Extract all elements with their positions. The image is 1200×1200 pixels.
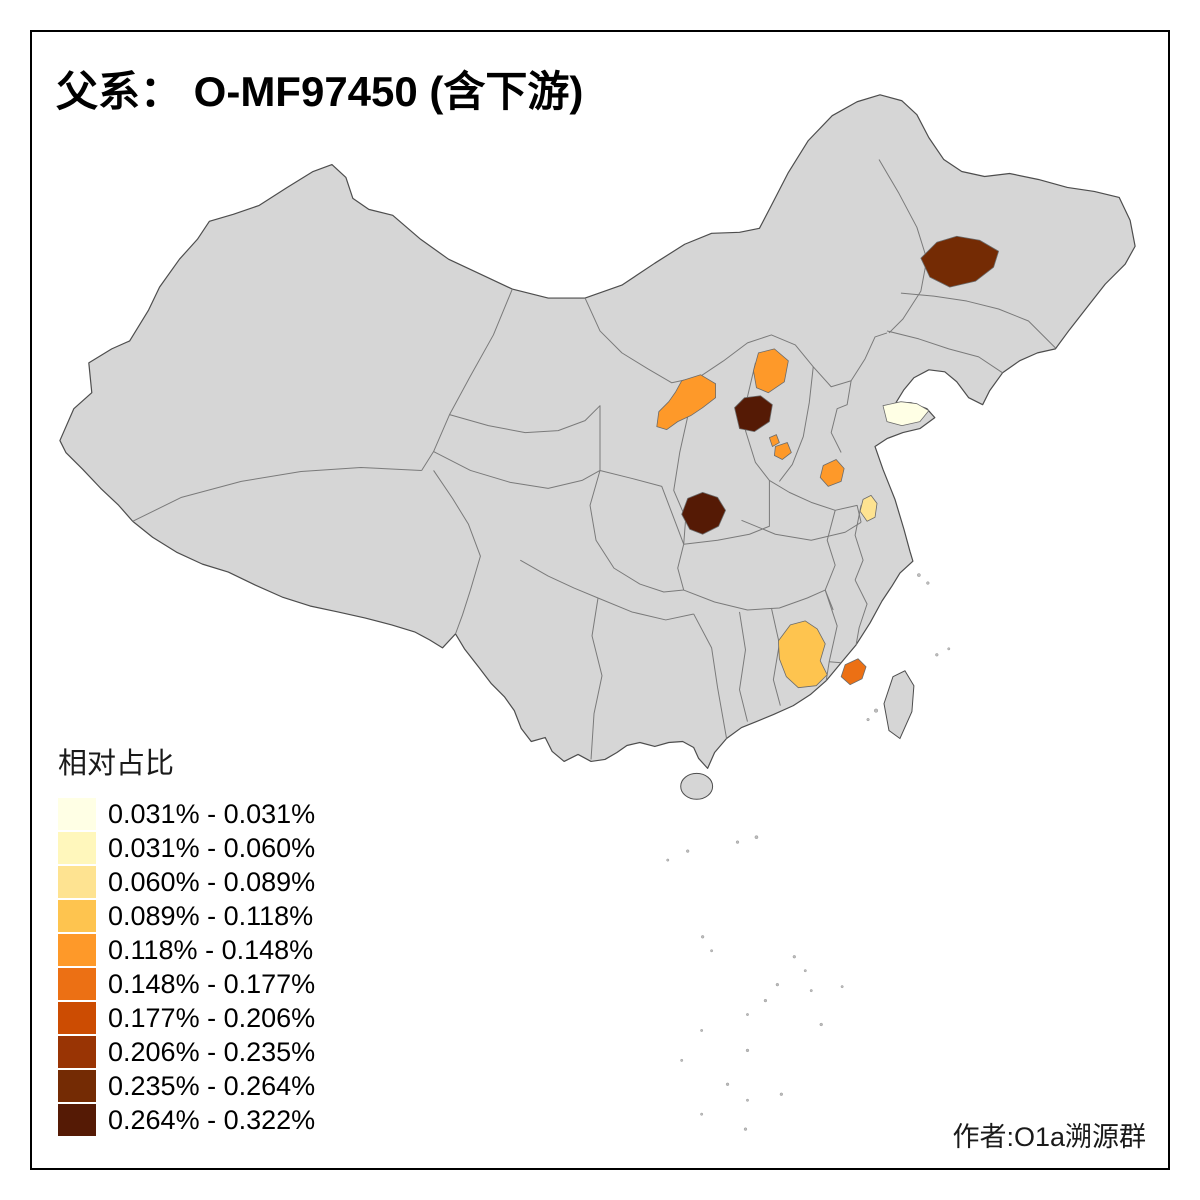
legend-label: 0.060% - 0.089% — [108, 866, 316, 897]
legend-swatch — [58, 934, 96, 966]
legend-swatch — [58, 1104, 96, 1136]
china-mainland — [59, 94, 1136, 770]
region-guangdong-north — [777, 620, 828, 689]
region-shaanxi-north — [656, 374, 716, 430]
author-credit: 作者:O1a溯源群 — [952, 1122, 1146, 1152]
legend-rows: 0.031% - 0.031% 0.031% - 0.060% 0.060% - 0… — [58, 798, 315, 1136]
region-loess-dark — [734, 395, 773, 432]
legend-row: 0.060% - 0.089% — [58, 866, 315, 898]
choropleth-regions — [656, 235, 999, 689]
region-shanxi-south-a — [769, 434, 780, 447]
legend-swatch — [58, 832, 96, 864]
legend-label: 0.264% - 0.322% — [108, 1104, 316, 1135]
legend-swatch — [58, 1036, 96, 1068]
legend-row: 0.264% - 0.322% — [58, 1104, 315, 1136]
province-boundaries — [132, 159, 1056, 760]
china-choropleth-map — [59, 94, 1136, 1131]
legend-swatch — [58, 900, 96, 932]
region-shandong-tip — [882, 401, 930, 427]
region-shaanxi-south-dark — [681, 491, 726, 535]
legend-label: 0.235% - 0.264% — [108, 1070, 316, 1101]
legend-label: 0.118% - 0.148% — [108, 934, 314, 965]
legend-label: 0.206% - 0.235% — [108, 1036, 316, 1067]
region-guangdong-coast — [840, 658, 867, 686]
taiwan-island — [883, 670, 915, 740]
legend: 相对占比 0.031% - 0.031% 0.031% - 0.060% 0.060… — [58, 740, 315, 1138]
legend-swatch — [58, 798, 96, 830]
hainan-island — [680, 772, 714, 800]
legend-label: 0.031% - 0.060% — [108, 832, 316, 863]
region-henan-west — [819, 459, 845, 487]
legend-row: 0.148% - 0.177% — [58, 968, 315, 1000]
region-shanxi-south-b — [773, 442, 792, 460]
legend-swatch — [58, 968, 96, 1000]
legend-row: 0.089% - 0.118% — [58, 900, 315, 932]
region-heilongjiang — [920, 235, 999, 288]
legend-swatch — [58, 1070, 96, 1102]
legend-row: 0.177% - 0.206% — [58, 1002, 315, 1034]
islands — [680, 670, 915, 800]
legend-label: 0.148% - 0.177% — [108, 968, 316, 999]
region-shanxi-north — [753, 348, 789, 394]
legend-swatch — [58, 1002, 96, 1034]
legend-row: 0.235% - 0.264% — [58, 1070, 315, 1102]
legend-row: 0.031% - 0.031% — [58, 798, 315, 830]
legend-row: 0.118% - 0.148% — [58, 934, 315, 966]
region-jiangsu — [859, 494, 878, 522]
sea-islets — [666, 573, 951, 1131]
legend-row: 0.206% - 0.235% — [58, 1036, 315, 1068]
legend-row: 0.031% - 0.060% — [58, 832, 315, 864]
legend-swatch — [58, 866, 96, 898]
legend-label: 0.177% - 0.206% — [108, 1002, 316, 1033]
map-frame: 父系： O-MF97450 (含下游) 相对占比 0.031% - 0.031%… — [30, 30, 1170, 1170]
legend-label: 0.031% - 0.031% — [108, 798, 316, 829]
page-title: 父系： O-MF97450 (含下游) — [56, 68, 584, 115]
legend-title: 相对占比 — [58, 748, 175, 780]
legend-label: 0.089% - 0.118% — [108, 900, 314, 931]
